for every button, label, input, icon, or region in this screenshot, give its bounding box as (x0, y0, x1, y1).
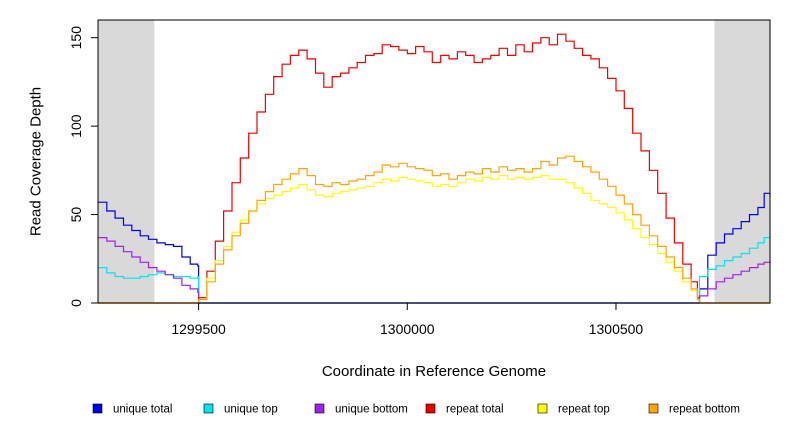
legend-swatch (537, 403, 548, 414)
series-line-repeat-top (98, 175, 770, 304)
legend-item-unique-total: unique total (92, 403, 172, 416)
legend-swatch (203, 403, 214, 414)
y-tick-label: 150 (68, 26, 84, 50)
x-tick-label: 1299500 (171, 321, 226, 337)
y-tick-label: 0 (68, 299, 84, 307)
shaded-region-1 (98, 20, 155, 303)
y-axis-title: Read Coverage Depth (28, 87, 45, 236)
legend-swatch (648, 403, 659, 414)
series-lines (98, 33, 771, 304)
legend-swatch (425, 403, 436, 414)
legend-label: unique bottom (335, 404, 408, 416)
legend-item-repeat-bottom: repeat bottom (648, 403, 740, 416)
y-tick-label: 100 (68, 114, 84, 138)
series-line-repeat-total (98, 33, 770, 304)
shaded-regions (98, 20, 770, 303)
legend-item-repeat-total: repeat total (425, 403, 504, 416)
x-axis-title: Coordinate in Reference Genome (322, 363, 546, 380)
legend-swatch (92, 403, 103, 414)
y-tick-label: 50 (68, 207, 84, 223)
legend-label: repeat bottom (669, 404, 740, 416)
legend-item-repeat-top: repeat top (537, 403, 610, 416)
x-tick-label: 1300500 (589, 321, 644, 337)
legend-swatch (314, 403, 325, 414)
legend-item-unique-top: unique top (203, 403, 278, 416)
legend-item-unique-bottom: unique bottom (314, 403, 408, 416)
legend-label: unique total (113, 404, 172, 416)
x-axis: 1299500 1300000 1300500 (171, 302, 644, 337)
series-line-repeat-bottom (98, 155, 770, 304)
x-tick-label: 1300000 (380, 321, 435, 337)
legend-label: repeat total (446, 404, 504, 416)
legend-label: unique top (224, 404, 278, 416)
legend: unique total unique top unique bottom repea… (92, 403, 740, 416)
y-axis: 0 50 100 150 (68, 26, 99, 307)
shaded-region-2 (714, 20, 770, 303)
legend-label: repeat top (558, 404, 610, 416)
